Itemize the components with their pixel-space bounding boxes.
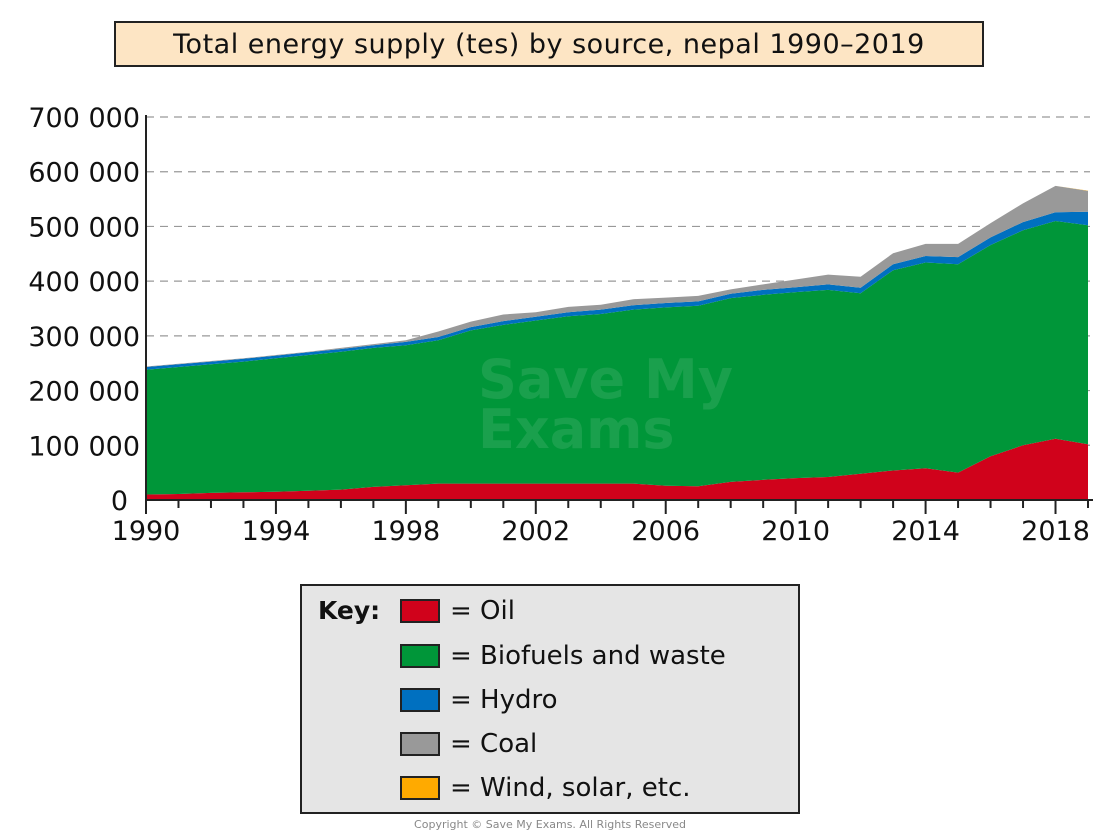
y-tick-label: 500 000 (28, 212, 140, 243)
x-tick-label: 1998 (372, 516, 441, 547)
x-tick-label: 2014 (891, 516, 960, 547)
legend-label: Key: (318, 596, 381, 625)
legend-item-label: = Hydro (450, 685, 558, 715)
area-oil (146, 438, 1088, 500)
y-tick-label: 600 000 (28, 158, 140, 189)
x-tick-labels: 1990 1994 1998 2002 2006 2010 2014 2018 (112, 516, 1090, 547)
y-tick-label: 100 000 (28, 431, 140, 462)
hydro-swatch (400, 688, 440, 712)
oil-swatch (400, 599, 440, 623)
wind-solar-swatch (400, 776, 440, 800)
legend-item-coal: = Coal (400, 729, 537, 759)
legend-item-oil: = Oil (400, 596, 515, 626)
legend: Key: = Oil = Biofuels and waste = Hydro … (300, 584, 800, 814)
area-series (146, 185, 1088, 500)
chart-title: Total energy supply (tes) by source, nep… (114, 21, 984, 67)
legend-item-label: = Coal (450, 729, 538, 759)
legend-item-label: = Wind, solar, etc. (450, 773, 691, 803)
stacked-area-chart: 0 100 000 200 000 300 000 400 000 500 000 600 … (28, 103, 1093, 547)
coal-swatch (400, 732, 440, 756)
legend-item-label: = Biofuels and waste (450, 641, 726, 671)
x-tick-label: 1994 (242, 516, 311, 547)
y-tick-label: 200 000 (28, 377, 140, 408)
copyright-notice: Copyright © Save My Exams. All Rights Re… (414, 818, 686, 831)
x-tick-label: 2010 (761, 516, 830, 547)
x-tick-label: 2002 (501, 516, 570, 547)
y-tick-label: 300 000 (28, 322, 140, 353)
axes (145, 115, 1093, 514)
legend-item-wind-solar: = Wind, solar, etc. (400, 773, 691, 803)
y-tick-labels: 0 100 000 200 000 300 000 400 000 500 000 600 … (28, 103, 140, 517)
biofuels-swatch (400, 644, 440, 668)
y-tick-label: 0 (111, 486, 128, 517)
legend-item-biofuels: = Biofuels and waste (400, 641, 726, 671)
legend-item-label: = Oil (450, 596, 515, 626)
y-tick-label: 700 000 (28, 103, 140, 134)
x-tick-label: 2018 (1021, 516, 1090, 547)
area-biofuels-and-waste (146, 221, 1088, 495)
x-tick-label: 2006 (631, 516, 700, 547)
legend-item-hydro: = Hydro (400, 685, 558, 715)
x-tick-label: 1990 (112, 516, 181, 547)
y-tick-label: 400 000 (28, 267, 140, 298)
